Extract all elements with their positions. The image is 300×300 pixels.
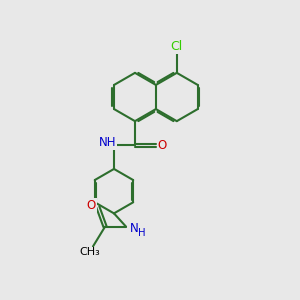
Text: H: H [139, 227, 146, 238]
Text: NH: NH [99, 136, 116, 149]
Text: CH₃: CH₃ [80, 247, 100, 257]
Text: N: N [130, 222, 139, 235]
Text: Cl: Cl [171, 40, 183, 53]
Text: O: O [87, 199, 96, 212]
Text: O: O [158, 139, 167, 152]
